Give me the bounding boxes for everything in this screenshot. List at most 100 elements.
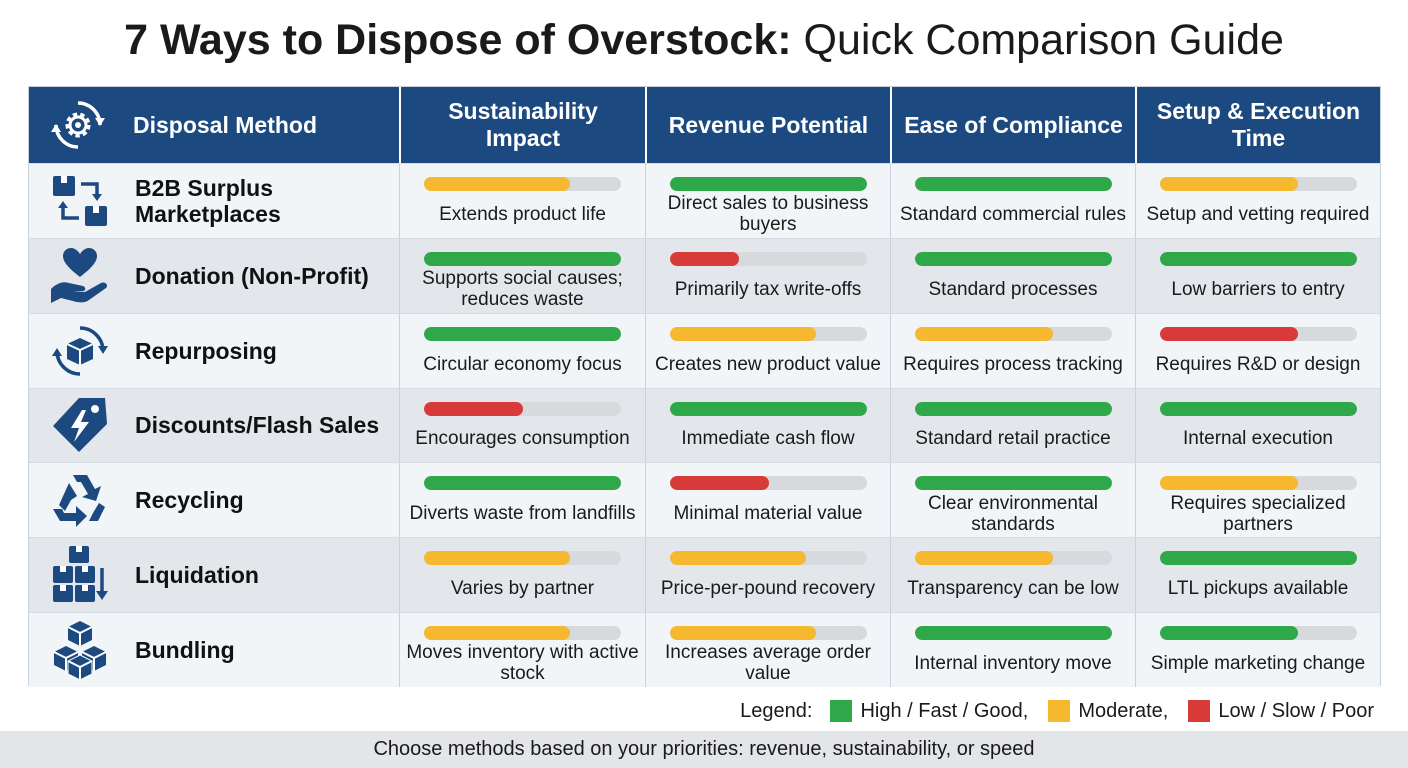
rating-bar bbox=[670, 476, 867, 491]
sustainability-cell: Varies by partner bbox=[399, 538, 645, 613]
rating-bar bbox=[670, 251, 867, 266]
lightning-tag-icon bbox=[53, 398, 107, 453]
rating-bar-fill-low bbox=[670, 476, 769, 491]
setup-time-cell: Requires R&D or design bbox=[1135, 313, 1380, 388]
rating-bar bbox=[1160, 626, 1357, 641]
setup-time-cell: Low barriers to entry bbox=[1135, 238, 1380, 313]
page-title: 7 Ways to Dispose of Overstock: Quick Co… bbox=[0, 12, 1408, 68]
legend-text-high: High / Fast / Good, bbox=[860, 699, 1029, 722]
sustainability-cell: Supports social causes; reduces waste bbox=[399, 238, 645, 313]
rating-bar-fill-high bbox=[1160, 251, 1357, 266]
rating-bar-fill-moderate bbox=[1160, 476, 1298, 491]
revenue-cell: Increases average order value bbox=[645, 613, 890, 687]
cell-text: Increases average order value bbox=[665, 642, 871, 685]
rating-bar-fill-moderate bbox=[670, 326, 816, 341]
rating-bar bbox=[424, 476, 621, 491]
compliance-cell: Standard retail practice bbox=[890, 388, 1135, 463]
rating-bar bbox=[424, 401, 621, 416]
method-label: Liquidation bbox=[135, 562, 259, 589]
rating-bar bbox=[670, 177, 867, 191]
boxes-down-icon bbox=[53, 546, 108, 603]
rating-bar-fill-moderate bbox=[915, 326, 1053, 341]
method-cell: Bundling bbox=[29, 613, 399, 687]
cell-text: Encourages consumption bbox=[415, 428, 630, 450]
cell-text: Diverts waste from landfills bbox=[409, 503, 636, 525]
rating-bar bbox=[915, 551, 1112, 566]
rating-bar-fill-high bbox=[424, 251, 621, 266]
cell-text: Minimal material value bbox=[673, 503, 863, 525]
rating-bar bbox=[915, 326, 1112, 341]
legend-text-low: Low / Slow / Poor bbox=[1218, 699, 1374, 722]
method-cell: Donation (Non-Profit) bbox=[29, 239, 399, 313]
revenue-cell: Price-per-pound recovery bbox=[645, 538, 890, 613]
cell-text: Low barriers to entry bbox=[1171, 278, 1345, 300]
setup-time-cell: Simple marketing change bbox=[1135, 613, 1380, 687]
method-label: B2B Surplus Marketplaces bbox=[135, 174, 281, 227]
sustainability-cell: Diverts waste from landfills bbox=[399, 463, 645, 538]
revenue-cell: Creates new product value bbox=[645, 313, 890, 388]
rating-bar bbox=[1160, 551, 1357, 566]
rating-bar bbox=[424, 326, 621, 341]
rating-bar bbox=[670, 551, 867, 566]
rating-bar-fill-moderate bbox=[670, 626, 816, 641]
rating-bar-fill-high bbox=[915, 177, 1112, 191]
table-row-discounts-flash-sales: Discounts/Flash Sales Encourages consumpt… bbox=[29, 387, 1380, 463]
legend-item-high: High / Fast / Good, bbox=[830, 700, 1028, 723]
cell-text: Requires specialized partners bbox=[1170, 492, 1346, 535]
header-compliance: Ease of Compliance bbox=[890, 87, 1135, 163]
comparison-table: Disposal Method Sustainability Impact Re… bbox=[28, 86, 1381, 687]
rating-bar-fill-high bbox=[670, 177, 867, 191]
rating-bar bbox=[424, 251, 621, 266]
rating-bar-fill-moderate bbox=[670, 551, 806, 566]
footer-note: Choose methods based on your priorities:… bbox=[0, 731, 1408, 768]
legend: Legend: High / Fast / Good, Moderate, Lo… bbox=[740, 697, 1374, 725]
rating-bar-fill-moderate bbox=[915, 551, 1053, 566]
rating-bar-fill-low bbox=[1160, 326, 1298, 341]
stacked-boxes-icon bbox=[53, 620, 107, 681]
setup-time-cell: LTL pickups available bbox=[1135, 538, 1380, 613]
rating-bar bbox=[1160, 251, 1357, 266]
rating-bar-fill-high bbox=[1160, 551, 1357, 566]
rating-bar-fill-moderate bbox=[424, 551, 570, 566]
table-body: B2B Surplus Marketplaces Extends product … bbox=[29, 163, 1380, 687]
recycle-icon bbox=[53, 475, 105, 528]
heart-hand-icon bbox=[51, 247, 108, 303]
rating-bar-fill-low bbox=[670, 251, 739, 266]
cell-text: Simple marketing change bbox=[1150, 652, 1366, 674]
rating-bar bbox=[1160, 401, 1357, 416]
table-header: Disposal Method Sustainability Impact Re… bbox=[29, 87, 1380, 163]
rating-bar-fill-high bbox=[915, 251, 1112, 266]
rating-bar-fill-high bbox=[1160, 401, 1357, 416]
method-label: Discounts/Flash Sales bbox=[135, 412, 380, 439]
cell-text: Requires process tracking bbox=[903, 353, 1123, 375]
legend-text-moderate: Moderate, bbox=[1078, 699, 1169, 722]
compliance-cell: Requires process tracking bbox=[890, 313, 1135, 388]
rating-bar-fill-high bbox=[1160, 626, 1298, 641]
rating-bar bbox=[915, 401, 1112, 416]
cell-text: Standard retail practice bbox=[915, 428, 1111, 450]
table-row-recycling: Recycling Diverts waste from landfills Min… bbox=[29, 462, 1380, 538]
method-cell: B2B Surplus Marketplaces bbox=[29, 164, 399, 238]
sustainability-cell: Circular economy focus bbox=[399, 313, 645, 388]
sustainability-cell: Extends product life bbox=[399, 164, 645, 238]
compliance-cell: Standard processes bbox=[890, 238, 1135, 313]
table-row-bundling: Bundling Moves inventory with active stoc… bbox=[29, 612, 1380, 687]
rating-bar bbox=[915, 251, 1112, 266]
rating-bar bbox=[1160, 326, 1357, 341]
method-cell: Liquidation bbox=[29, 538, 399, 612]
rating-bar bbox=[915, 626, 1112, 641]
cell-text: Standard commercial rules bbox=[900, 203, 1126, 225]
method-label: Repurposing bbox=[135, 337, 277, 364]
cell-text: Direct sales to business buyers bbox=[667, 193, 869, 236]
compliance-cell: Clear environmental standards bbox=[890, 463, 1135, 538]
gear-cycle-icon bbox=[51, 101, 105, 149]
rating-bar-fill-low bbox=[424, 401, 523, 416]
rating-bar-fill-high bbox=[424, 476, 621, 491]
cell-text: Extends product life bbox=[439, 203, 606, 225]
rating-bar bbox=[1160, 476, 1357, 491]
cell-text: LTL pickups available bbox=[1167, 578, 1349, 600]
header-sustainability: Sustainability Impact bbox=[399, 87, 645, 163]
sustainability-cell: Encourages consumption bbox=[399, 388, 645, 463]
rating-bar bbox=[424, 177, 621, 191]
rating-bar-fill-high bbox=[670, 401, 867, 416]
